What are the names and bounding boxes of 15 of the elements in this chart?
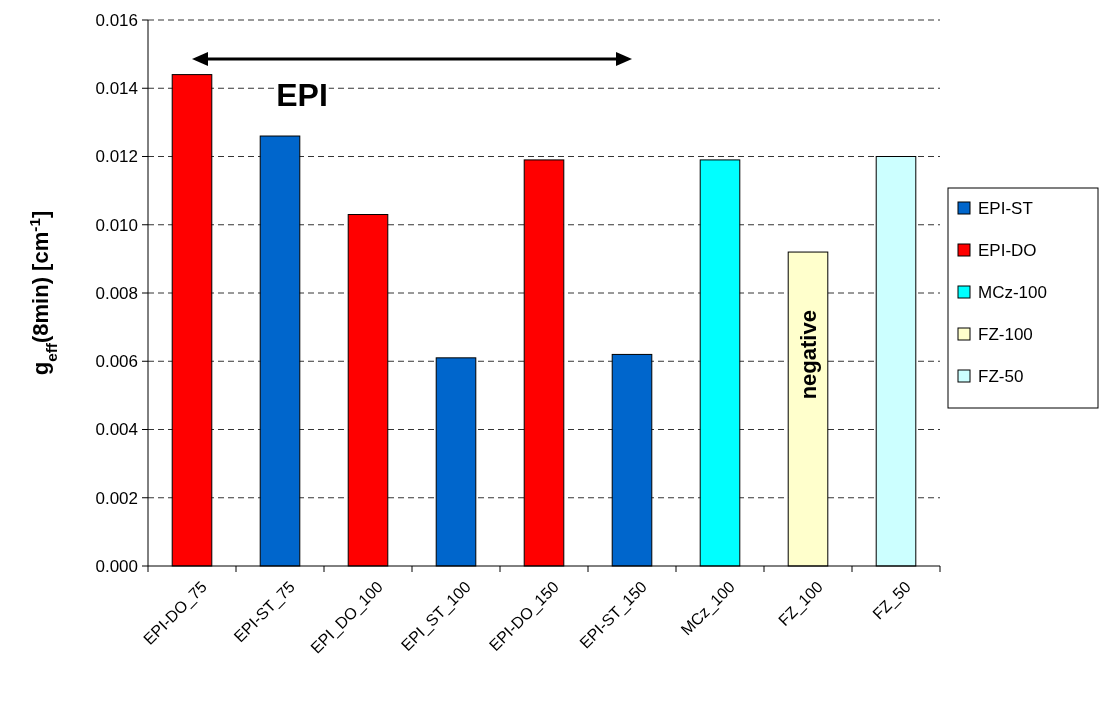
annotation: negative bbox=[796, 310, 821, 400]
y-tick-label: 0.008 bbox=[95, 283, 138, 303]
legend-label: MCz-100 bbox=[978, 282, 1047, 302]
y-tick-label: 0.000 bbox=[95, 556, 138, 576]
legend-label: EPI-DO bbox=[978, 240, 1037, 260]
y-tick-label: 0.016 bbox=[95, 10, 138, 30]
legend-label: FZ-100 bbox=[978, 324, 1033, 344]
y-tick-label: 0.006 bbox=[95, 352, 138, 372]
y-tick-label: 0.004 bbox=[95, 420, 138, 440]
y-tick-label: 0.014 bbox=[95, 79, 138, 99]
legend-label: EPI-ST bbox=[978, 198, 1033, 218]
y-tick-label: 0.010 bbox=[95, 215, 138, 235]
legend-label: FZ-50 bbox=[978, 366, 1024, 386]
y-tick-label: 0.012 bbox=[95, 147, 138, 167]
y-tick-label: 0.002 bbox=[95, 488, 138, 508]
